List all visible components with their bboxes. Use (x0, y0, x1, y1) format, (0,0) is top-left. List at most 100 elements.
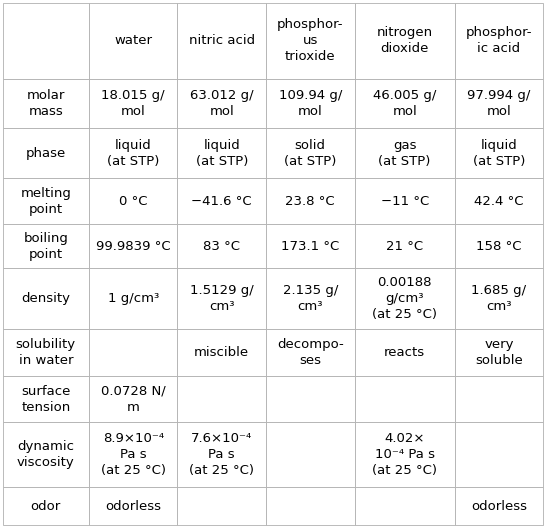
Text: reacts: reacts (384, 346, 425, 359)
Text: 21 °C: 21 °C (386, 240, 423, 253)
Text: −41.6 °C: −41.6 °C (192, 195, 252, 208)
Bar (89, 329, 177, 376)
Text: dynamic
viscosity: dynamic viscosity (17, 440, 75, 469)
Bar (266, 178, 354, 224)
Bar (266, 329, 354, 376)
Text: 158 °C: 158 °C (476, 240, 522, 253)
Bar (177, 268, 266, 329)
Text: phosphor-
ic acid: phosphor- ic acid (466, 26, 532, 55)
Bar (3, 178, 89, 224)
Bar (89, 79, 177, 128)
Bar (266, 79, 354, 128)
Text: water: water (114, 34, 152, 47)
Text: 18.015 g/
mol: 18.015 g/ mol (102, 89, 165, 118)
Text: odor: odor (31, 499, 61, 513)
Text: boiling
point: boiling point (23, 232, 68, 261)
Text: −11 °C: −11 °C (381, 195, 429, 208)
Bar (455, 376, 543, 422)
Bar (89, 487, 177, 525)
Text: liquid
(at STP): liquid (at STP) (107, 139, 159, 168)
Bar (89, 178, 177, 224)
Bar (89, 268, 177, 329)
Bar (455, 487, 543, 525)
Bar (3, 79, 89, 128)
Bar (177, 329, 266, 376)
Bar (455, 79, 543, 128)
Bar (354, 329, 455, 376)
Text: miscible: miscible (194, 346, 250, 359)
Text: 7.6×10⁻⁴
Pa s
(at 25 °C): 7.6×10⁻⁴ Pa s (at 25 °C) (189, 432, 254, 477)
Text: very
soluble: very soluble (475, 338, 523, 367)
Text: molar
mass: molar mass (27, 89, 65, 118)
Bar (89, 128, 177, 178)
Bar (177, 128, 266, 178)
Text: 173.1 °C: 173.1 °C (281, 240, 340, 253)
Text: liquid
(at STP): liquid (at STP) (195, 139, 248, 168)
Text: solid
(at STP): solid (at STP) (284, 139, 336, 168)
Text: 99.9839 °C: 99.9839 °C (96, 240, 170, 253)
Text: 1 g/cm³: 1 g/cm³ (108, 292, 159, 305)
Text: 1.685 g/
cm³: 1.685 g/ cm³ (471, 284, 526, 313)
Bar (177, 422, 266, 487)
Bar (3, 128, 89, 178)
Bar (455, 422, 543, 487)
Bar (354, 376, 455, 422)
Bar (3, 422, 89, 487)
Bar (266, 487, 354, 525)
Bar (354, 128, 455, 178)
Bar (177, 224, 266, 268)
Text: phase: phase (26, 147, 66, 159)
Bar (354, 3, 455, 79)
Text: density: density (21, 292, 70, 305)
Bar (3, 487, 89, 525)
Bar (177, 487, 266, 525)
Text: phosphor-
us
trioxide: phosphor- us trioxide (277, 18, 343, 63)
Bar (89, 3, 177, 79)
Text: 4.02×
10⁻⁴ Pa s
(at 25 °C): 4.02× 10⁻⁴ Pa s (at 25 °C) (372, 432, 437, 477)
Bar (354, 487, 455, 525)
Bar (455, 268, 543, 329)
Bar (455, 178, 543, 224)
Bar (354, 178, 455, 224)
Text: 23.8 °C: 23.8 °C (286, 195, 335, 208)
Text: solubility
in water: solubility in water (16, 338, 76, 367)
Text: 46.005 g/
mol: 46.005 g/ mol (373, 89, 436, 118)
Text: 1.5129 g/
cm³: 1.5129 g/ cm³ (190, 284, 253, 313)
Bar (266, 128, 354, 178)
Bar (3, 268, 89, 329)
Text: 2.135 g/
cm³: 2.135 g/ cm³ (283, 284, 338, 313)
Bar (3, 3, 89, 79)
Bar (266, 224, 354, 268)
Bar (266, 376, 354, 422)
Text: 0.0728 N/
m: 0.0728 N/ m (101, 384, 165, 413)
Text: 0 °C: 0 °C (119, 195, 147, 208)
Bar (455, 329, 543, 376)
Bar (89, 422, 177, 487)
Bar (3, 376, 89, 422)
Bar (354, 268, 455, 329)
Text: liquid
(at STP): liquid (at STP) (473, 139, 525, 168)
Text: odorless: odorless (105, 499, 161, 513)
Bar (455, 128, 543, 178)
Bar (89, 224, 177, 268)
Text: 8.9×10⁻⁴
Pa s
(at 25 °C): 8.9×10⁻⁴ Pa s (at 25 °C) (100, 432, 165, 477)
Text: 97.994 g/
mol: 97.994 g/ mol (467, 89, 531, 118)
Bar (354, 79, 455, 128)
Bar (354, 422, 455, 487)
Text: gas
(at STP): gas (at STP) (378, 139, 431, 168)
Bar (177, 376, 266, 422)
Text: 83 °C: 83 °C (203, 240, 240, 253)
Bar (455, 3, 543, 79)
Bar (266, 422, 354, 487)
Bar (354, 224, 455, 268)
Text: 0.00188
g/cm³
(at 25 °C): 0.00188 g/cm³ (at 25 °C) (372, 276, 437, 321)
Text: 63.012 g/
mol: 63.012 g/ mol (190, 89, 253, 118)
Bar (89, 376, 177, 422)
Bar (266, 3, 354, 79)
Bar (266, 268, 354, 329)
Bar (455, 224, 543, 268)
Text: nitrogen
dioxide: nitrogen dioxide (377, 26, 432, 55)
Text: melting
point: melting point (20, 186, 72, 215)
Text: surface
tension: surface tension (21, 384, 70, 413)
Bar (177, 3, 266, 79)
